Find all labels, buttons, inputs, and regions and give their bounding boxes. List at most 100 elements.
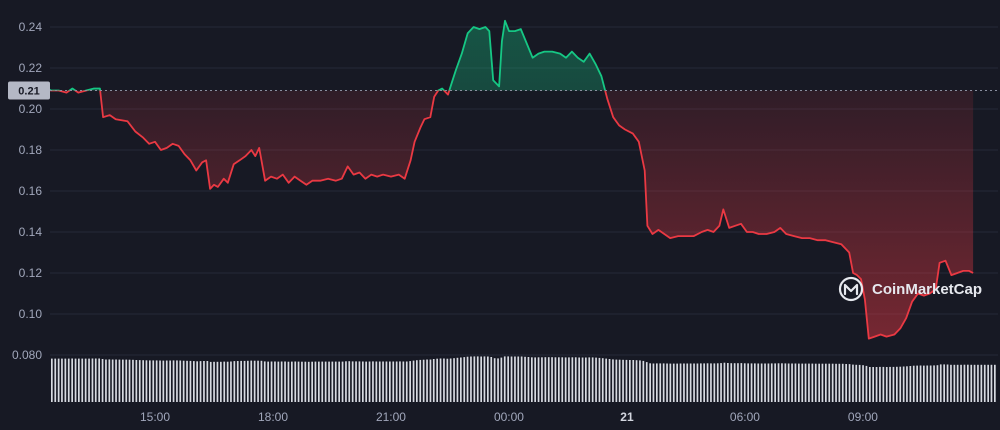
- y-tick-label: 0.14: [19, 225, 43, 239]
- volume-bar: [956, 364, 959, 402]
- volume-bar: [639, 360, 641, 402]
- volume-bar: [710, 363, 712, 402]
- volume-bar: [808, 363, 810, 402]
- volume-bar: [304, 361, 307, 402]
- volume-bar: [422, 359, 425, 402]
- volume-bar: [558, 357, 560, 402]
- volume-bar: [392, 361, 395, 402]
- volume-bar: [561, 357, 564, 402]
- volume-bar: [64, 358, 67, 402]
- volume-bar: [679, 363, 682, 402]
- volume-bar: [67, 358, 70, 402]
- volume-bar: [233, 361, 236, 402]
- volume-bar: [798, 363, 800, 402]
- volume-bar: [365, 361, 367, 402]
- volume-bar: [696, 363, 699, 402]
- volume-bar: [318, 361, 320, 402]
- volume-bar: [446, 358, 449, 402]
- volume-bar: [382, 361, 384, 402]
- volume-bar: [432, 359, 435, 402]
- volume-bar: [287, 361, 290, 402]
- volume-bar: [537, 357, 540, 402]
- volume-bar: [818, 363, 820, 402]
- volume-bar: [216, 361, 219, 402]
- volume-bar: [568, 357, 570, 402]
- volume-bar: [514, 356, 516, 402]
- volume-bar: [426, 359, 428, 402]
- volume-bar: [612, 359, 614, 402]
- volume-bar: [476, 356, 479, 402]
- volume-bar: [777, 363, 780, 402]
- volume-bar: [828, 363, 831, 402]
- volume-bar: [311, 361, 313, 402]
- volume-bar: [700, 363, 702, 402]
- volume-bar: [950, 364, 952, 402]
- volume-bar: [345, 361, 347, 402]
- x-tick-label: 00:00: [494, 410, 524, 424]
- y-tick-label: 0.16: [19, 184, 43, 198]
- volume-bar: [814, 363, 817, 402]
- volume-bar: [277, 361, 280, 402]
- volume-bar: [351, 361, 354, 402]
- volume-bar: [855, 364, 858, 402]
- volume-bar: [57, 358, 60, 402]
- volume-bar: [933, 365, 935, 402]
- volume-bar: [507, 356, 509, 402]
- volume-bar: [101, 359, 104, 402]
- volume-bar: [601, 358, 604, 402]
- volume-bar: [263, 361, 266, 402]
- volume-bar: [389, 361, 391, 402]
- volume-bar: [936, 365, 939, 402]
- volume-bar: [723, 362, 726, 402]
- volume-bar: [902, 366, 905, 402]
- volume-bar: [764, 363, 766, 402]
- volume-bar: [280, 361, 283, 402]
- y-tick-label: 0.20: [19, 102, 43, 116]
- price-line-above: [38, 19, 607, 91]
- volume-bar: [105, 359, 107, 402]
- volume-bar: [115, 359, 117, 402]
- volume-bar: [862, 365, 864, 402]
- volume-bar: [923, 365, 925, 402]
- volume-bar: [169, 360, 171, 402]
- volume-bar: [331, 361, 334, 402]
- y-tick-label: 0.22: [19, 61, 43, 75]
- volume-bar: [412, 360, 415, 402]
- volume-bar: [203, 361, 205, 402]
- volume-bar: [51, 358, 53, 402]
- volume-bar: [926, 365, 929, 402]
- volume-bar: [108, 359, 111, 402]
- volume-bar: [676, 363, 678, 402]
- volume-bar: [943, 364, 945, 402]
- x-axis: 15:00 18:00 21:00 00:00 21 06:00 09:00: [140, 410, 878, 424]
- volume-bar: [71, 358, 73, 402]
- volume-bar: [754, 363, 756, 402]
- volume-bar: [889, 366, 891, 402]
- volume-bar: [297, 361, 300, 402]
- volume-bar: [794, 363, 797, 402]
- price-badge-background: [8, 81, 50, 100]
- volume-bar: [747, 363, 749, 402]
- volume-bar: [213, 361, 215, 402]
- volume-bar: [875, 367, 878, 402]
- volume-bar: [405, 361, 408, 402]
- volume-bar: [666, 363, 668, 402]
- volume-bar: [321, 361, 324, 402]
- volume-bar: [825, 363, 827, 402]
- volume-bar: [355, 361, 357, 402]
- volume-bar: [916, 365, 918, 402]
- volume-bar: [172, 360, 175, 402]
- volume-bar: [314, 361, 317, 402]
- volume-bar: [358, 361, 361, 402]
- volume-bar: [176, 360, 178, 402]
- volume-bar: [135, 360, 138, 402]
- volume-bar: [294, 361, 297, 402]
- volume-bar: [243, 360, 246, 402]
- volume-bar: [253, 360, 256, 402]
- y-tick-label: 0.10: [19, 307, 43, 321]
- volume-bar: [787, 363, 790, 402]
- volume-bar: [497, 358, 499, 402]
- volume-bar: [652, 363, 655, 402]
- volume-bar: [334, 361, 337, 402]
- volume-bar: [61, 358, 63, 402]
